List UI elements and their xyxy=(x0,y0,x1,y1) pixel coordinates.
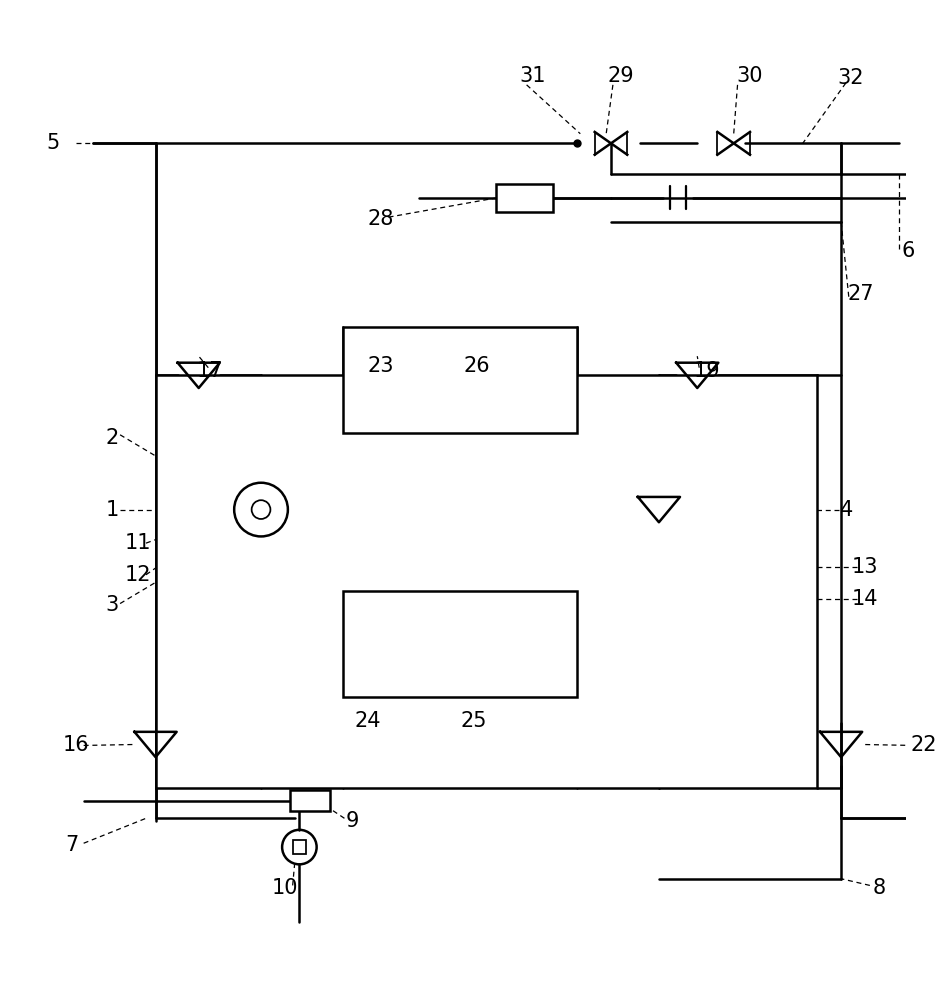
Text: 9: 9 xyxy=(345,811,359,831)
Text: 27: 27 xyxy=(847,284,873,304)
Text: 5: 5 xyxy=(46,133,60,153)
Bar xyxy=(156,375,817,788)
Text: 16: 16 xyxy=(63,735,89,755)
Bar xyxy=(293,840,306,854)
Text: 19: 19 xyxy=(693,361,720,381)
Bar xyxy=(342,591,578,697)
Text: 12: 12 xyxy=(125,565,152,585)
Text: 14: 14 xyxy=(852,589,878,609)
Text: 23: 23 xyxy=(368,356,394,376)
Bar xyxy=(290,790,330,811)
Text: 25: 25 xyxy=(461,711,487,731)
Text: 4: 4 xyxy=(840,500,854,520)
Bar xyxy=(496,184,553,212)
Text: 6: 6 xyxy=(901,241,915,261)
Text: 24: 24 xyxy=(355,711,381,731)
Text: 1: 1 xyxy=(106,500,119,520)
Text: 2: 2 xyxy=(106,428,119,448)
Text: 30: 30 xyxy=(736,66,764,86)
Text: 28: 28 xyxy=(368,209,394,229)
Text: 17: 17 xyxy=(197,361,223,381)
Text: 8: 8 xyxy=(873,878,886,898)
Text: 3: 3 xyxy=(106,595,119,615)
Text: 11: 11 xyxy=(125,533,152,553)
Text: 13: 13 xyxy=(852,557,878,577)
Text: 31: 31 xyxy=(519,66,546,86)
Bar xyxy=(342,327,578,433)
Text: 26: 26 xyxy=(463,356,490,376)
Text: 7: 7 xyxy=(66,835,79,855)
Text: 32: 32 xyxy=(838,68,864,88)
Text: 10: 10 xyxy=(272,878,298,898)
Text: 29: 29 xyxy=(607,66,634,86)
Text: 22: 22 xyxy=(910,735,937,755)
